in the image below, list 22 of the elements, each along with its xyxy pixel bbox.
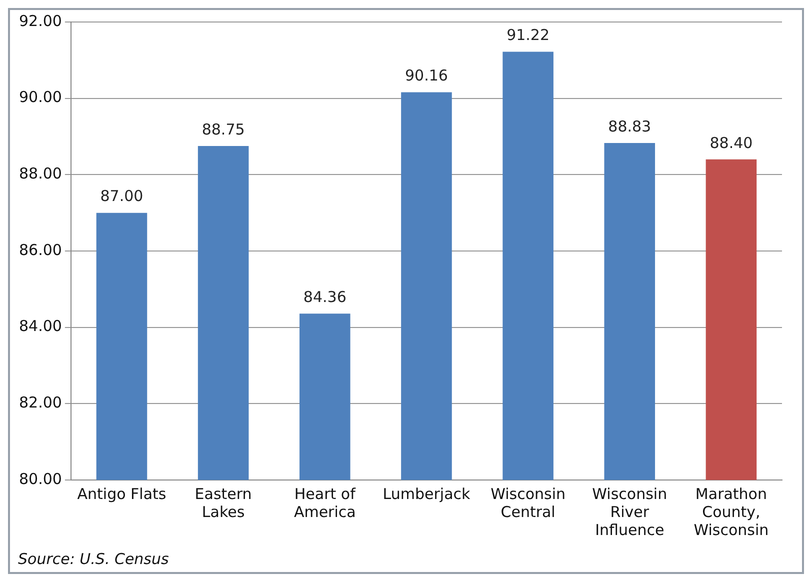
data-label: 88.40 <box>710 134 753 152</box>
y-tick-label: 90.00 <box>18 88 62 106</box>
y-tick-label: 92.00 <box>18 12 62 30</box>
x-tick-label: Eastern Lakes <box>194 484 252 521</box>
y-tick-label: 84.00 <box>18 317 62 336</box>
data-label: 90.16 <box>404 66 448 85</box>
data-label: 88.75 <box>202 120 245 138</box>
source-note: Source: U.S. Census <box>18 550 169 568</box>
x-tick-label: Antigo Flats <box>77 484 166 503</box>
y-tick-label: 86.00 <box>18 240 62 259</box>
x-tick-label: Marathon County, Wisconsin <box>694 484 769 539</box>
x-tick-label: Wisconsin Central <box>490 484 566 521</box>
data-label: 87.00 <box>100 187 144 206</box>
x-tick-label: Wisconsin River Influence <box>592 484 668 539</box>
y-tick-label: 80.00 <box>18 470 62 488</box>
x-tick-label: Heart of America <box>294 484 356 521</box>
data-label: 88.83 <box>608 117 652 136</box>
y-tick-label: 82.00 <box>18 394 62 412</box>
y-tick-label: 88.00 <box>18 164 62 183</box>
x-tick-label: Lumberjack <box>382 484 470 503</box>
data-label: 91.22 <box>506 26 550 44</box>
data-label: 84.36 <box>303 288 346 306</box>
